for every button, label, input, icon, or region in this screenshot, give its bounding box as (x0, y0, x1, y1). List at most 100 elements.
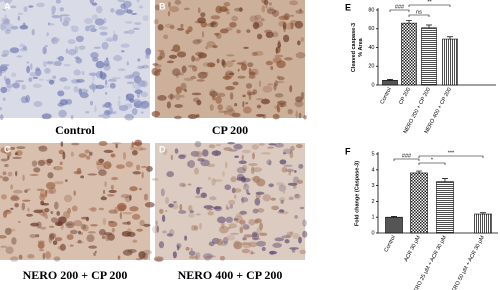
tissue-spot (152, 63, 159, 66)
tissue-spot (276, 181, 285, 186)
tissue-spot (242, 224, 250, 230)
bar (436, 181, 454, 234)
tissue-spot (259, 222, 263, 231)
tissue-spot (236, 29, 241, 34)
tissue-spot (179, 182, 186, 187)
tissue-spot (172, 44, 181, 53)
tissue-spot (94, 105, 97, 113)
tissue-spot (294, 170, 297, 173)
y-axis-label: % Area (358, 37, 364, 56)
tissue-spot (90, 207, 97, 212)
tissue-spot (35, 234, 40, 238)
bar (442, 38, 458, 86)
tissue-spot (39, 189, 46, 198)
tissue-spot (0, 114, 4, 121)
tissue-spot (188, 255, 197, 260)
tissue-spot (131, 108, 138, 116)
tissue-spot (303, 114, 307, 120)
tissue-spot (8, 228, 16, 232)
tissue-spot (268, 183, 274, 188)
tissue-spot (19, 47, 28, 52)
panel-caption: Control (55, 123, 95, 137)
tissue-spot (207, 176, 211, 181)
tissue-spot (231, 112, 241, 118)
tissue-spot (299, 206, 305, 210)
tissue-spot (277, 76, 285, 81)
tissue-spot (258, 143, 265, 146)
tissue-spot (203, 205, 214, 209)
tissue-spot (263, 98, 269, 103)
tissue-spot (46, 61, 54, 65)
tissue-spot (224, 184, 232, 191)
tissue-spot (283, 164, 293, 168)
tissue-spot (157, 49, 165, 52)
tissue-spot (137, 58, 141, 62)
tissue-spot (90, 224, 98, 227)
tissue-spot (22, 199, 31, 202)
tissue-spot (30, 63, 33, 70)
tissue-spot (92, 57, 99, 62)
tissue-spot (197, 7, 201, 14)
tissue-spot (265, 31, 274, 38)
tissue-spot (101, 235, 106, 239)
tissue-spot (98, 207, 104, 211)
tissue-spot (43, 60, 47, 68)
tissue-spot (211, 177, 216, 186)
tissue-spot (107, 194, 115, 197)
panel-caption: NERO 200 + CP 200 (23, 268, 128, 282)
tissue-spot (212, 206, 221, 210)
tissue-spot (302, 219, 307, 227)
tissue-spot (41, 203, 50, 206)
tissue-spot (51, 36, 59, 45)
tissue-spot (221, 221, 225, 230)
tissue-spot (104, 39, 114, 42)
tissue-spot (249, 252, 256, 255)
tissue-spot (47, 22, 51, 26)
tissue-spot (108, 106, 113, 115)
error-bar (447, 36, 453, 40)
tissue-spot (67, 39, 76, 45)
tissue-spot (103, 63, 111, 71)
tissue-spot (239, 210, 248, 215)
tissue-spot (134, 139, 143, 147)
tissue-spot (256, 240, 266, 247)
tissue-spot (269, 250, 278, 255)
tissue-spot (7, 171, 13, 177)
tissue-spot (111, 142, 122, 145)
tissue-spot (124, 75, 135, 79)
tissue-spot (175, 72, 179, 79)
tissue-spot (129, 186, 138, 192)
tissue-spot (85, 111, 90, 114)
tissue-spot (129, 194, 132, 201)
tissue-spot (208, 144, 216, 149)
tissue-spot (295, 110, 298, 119)
tissue-spot (252, 175, 261, 183)
tissue-spot (26, 213, 33, 217)
tissue-spot (166, 233, 173, 237)
tissue-spot (299, 8, 302, 13)
tissue-spot (122, 0, 132, 8)
tissue-spot (261, 246, 266, 252)
tissue-spot (280, 199, 284, 205)
tissue-spot (145, 53, 150, 59)
tissue-spot (166, 60, 174, 64)
tissue-spot (302, 230, 308, 238)
tissue-spot (202, 30, 205, 38)
tissue-spot (17, 12, 23, 15)
tissue-spot (256, 104, 262, 109)
significance-label: ### (395, 4, 405, 10)
tissue-spot (28, 77, 33, 83)
tissue-spot (157, 56, 163, 61)
tissue-spot (178, 72, 185, 76)
tissue-spot (98, 114, 103, 117)
tissue-spot (200, 12, 206, 18)
tissue-spot (110, 153, 116, 158)
tissue-spot (214, 205, 223, 212)
tissue-spot (143, 223, 151, 227)
tissue-spot (136, 228, 143, 232)
tissue-spot (80, 175, 85, 179)
tissue-spot (44, 251, 52, 259)
x-tick-label: Control (383, 235, 397, 253)
tissue-spot (100, 196, 108, 201)
tissue-spot (223, 2, 231, 7)
